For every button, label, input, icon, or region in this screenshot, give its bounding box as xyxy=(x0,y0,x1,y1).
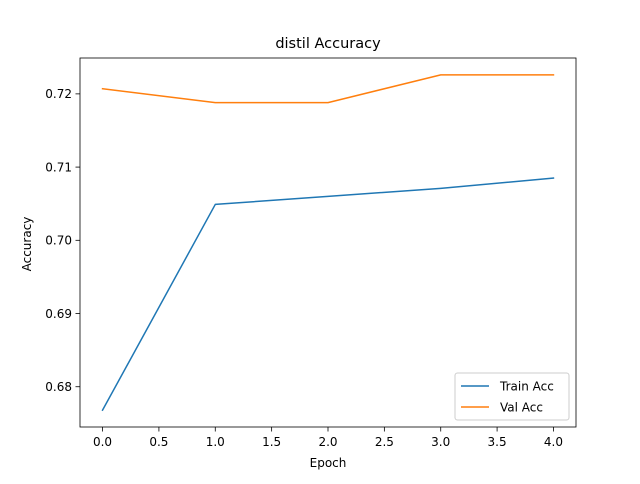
x-tick-label: 4.0 xyxy=(544,435,563,449)
legend-entry-label: Val Acc xyxy=(500,400,543,414)
y-tick-label: 0.72 xyxy=(45,87,72,101)
y-axis-ticks: 0.68 0.69 0.70 0.71 0.72 xyxy=(45,87,80,394)
legend-box xyxy=(454,372,570,421)
series-line-train-acc xyxy=(101,177,555,412)
y-tick-label: 0.69 xyxy=(45,307,72,321)
plot-area xyxy=(101,74,555,412)
legend: Train Acc Val Acc xyxy=(454,372,570,421)
series-line-val-acc xyxy=(101,74,555,104)
y-tick-label: 0.70 xyxy=(45,234,72,248)
x-tick-label: 2.0 xyxy=(318,435,337,449)
chart-title: distil Accuracy xyxy=(275,36,381,52)
y-axis-label: Accuracy xyxy=(20,217,34,272)
x-tick-label: 3.0 xyxy=(431,435,450,449)
x-tick-label: 2.5 xyxy=(375,435,394,449)
x-tick-label: 1.0 xyxy=(206,435,225,449)
x-tick-label: 0.0 xyxy=(93,435,112,449)
x-tick-label: 1.5 xyxy=(262,435,281,449)
x-axis-label: Epoch xyxy=(310,456,347,470)
x-tick-label: 0.5 xyxy=(149,435,168,449)
x-axis-ticks: 0.0 0.5 1.0 1.5 2.0 2.5 3.0 3.5 4.0 xyxy=(93,427,563,449)
legend-entry-label: Train Acc xyxy=(499,379,554,393)
y-tick-label: 0.71 xyxy=(45,160,72,174)
y-tick-label: 0.68 xyxy=(45,380,72,394)
x-tick-label: 3.5 xyxy=(488,435,507,449)
